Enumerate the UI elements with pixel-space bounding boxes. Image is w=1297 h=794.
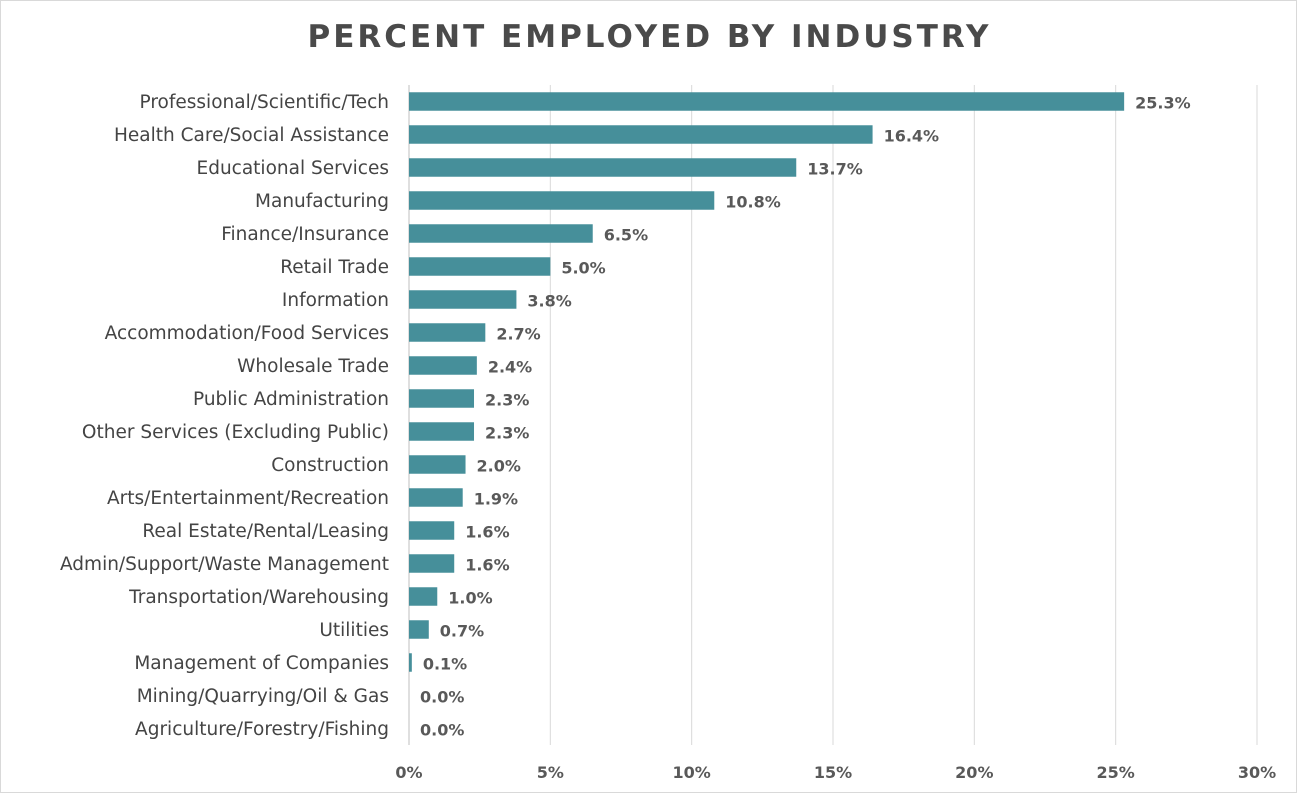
category-label: Real Estate/Rental/Leasing [142,521,389,542]
category-label: Finance/Insurance [221,224,389,245]
bar [409,356,477,375]
bar [409,323,486,342]
bar [409,488,463,507]
x-tick-label: 25% [1097,763,1135,782]
data-label: 5.0% [561,259,605,278]
x-tick-label: 10% [673,763,711,782]
category-label: Mining/Quarrying/Oil & Gas [137,686,389,707]
data-label: 13.7% [807,160,863,179]
bar [409,125,873,144]
category-label: Professional/Scientific/Tech [140,92,389,113]
bar [409,554,455,573]
category-label: Health Care/Social Assistance [114,125,389,146]
data-label: 10.8% [725,193,781,212]
category-label: Construction [271,455,389,476]
category-label: Utilities [319,620,389,641]
category-label: Arts/Entertainment/Recreation [107,488,389,509]
category-label: Manufacturing [255,191,389,212]
category-label: Educational Services [197,158,389,179]
category-label: Public Administration [193,389,389,410]
category-label: Agriculture/Forestry/Fishing [135,719,389,740]
bar [409,191,715,210]
data-label: 0.0% [420,688,464,707]
data-label: 6.5% [604,226,648,245]
x-tick-label: 5% [537,763,564,782]
category-label: Retail Trade [280,257,389,278]
category-label: Wholesale Trade [237,356,389,377]
category-label: Admin/Support/Waste Management [60,554,389,575]
category-label: Management of Companies [134,653,389,674]
data-label: 25.3% [1135,94,1191,113]
data-label: 1.0% [448,589,492,608]
bar [409,455,466,474]
data-label: 2.7% [496,325,540,344]
bar [409,290,517,309]
x-tick-label: 0% [395,763,422,782]
category-label: Information [282,290,389,311]
data-label: 16.4% [884,127,940,146]
data-label: 0.0% [420,721,464,740]
category-label: Transportation/Warehousing [128,587,389,608]
category-label: Other Services (Excluding Public) [82,422,389,443]
data-label: 1.6% [465,523,509,542]
bar [409,158,797,177]
x-tick-label: 30% [1238,763,1276,782]
data-label: 2.3% [485,391,529,410]
bar [409,92,1125,111]
data-label: 2.0% [477,457,521,476]
data-label: 1.6% [465,556,509,575]
data-label: 2.3% [485,424,529,443]
x-tick-label: 20% [955,763,993,782]
bar [409,587,438,606]
data-label: 0.1% [423,655,467,674]
bar [409,257,551,276]
bar [409,389,475,408]
bar [409,620,429,639]
data-label: 1.9% [474,490,518,509]
chart-title: PERCENT EMPLOYED BY INDUSTRY [307,19,992,55]
bar [409,521,455,540]
bar [409,422,475,441]
data-label: 2.4% [488,358,532,377]
x-tick-label: 15% [814,763,852,782]
bar [409,653,412,672]
data-label: 0.7% [440,622,484,641]
category-label: Accommodation/Food Services [105,323,389,344]
bar [409,224,593,243]
data-label: 3.8% [527,292,571,311]
